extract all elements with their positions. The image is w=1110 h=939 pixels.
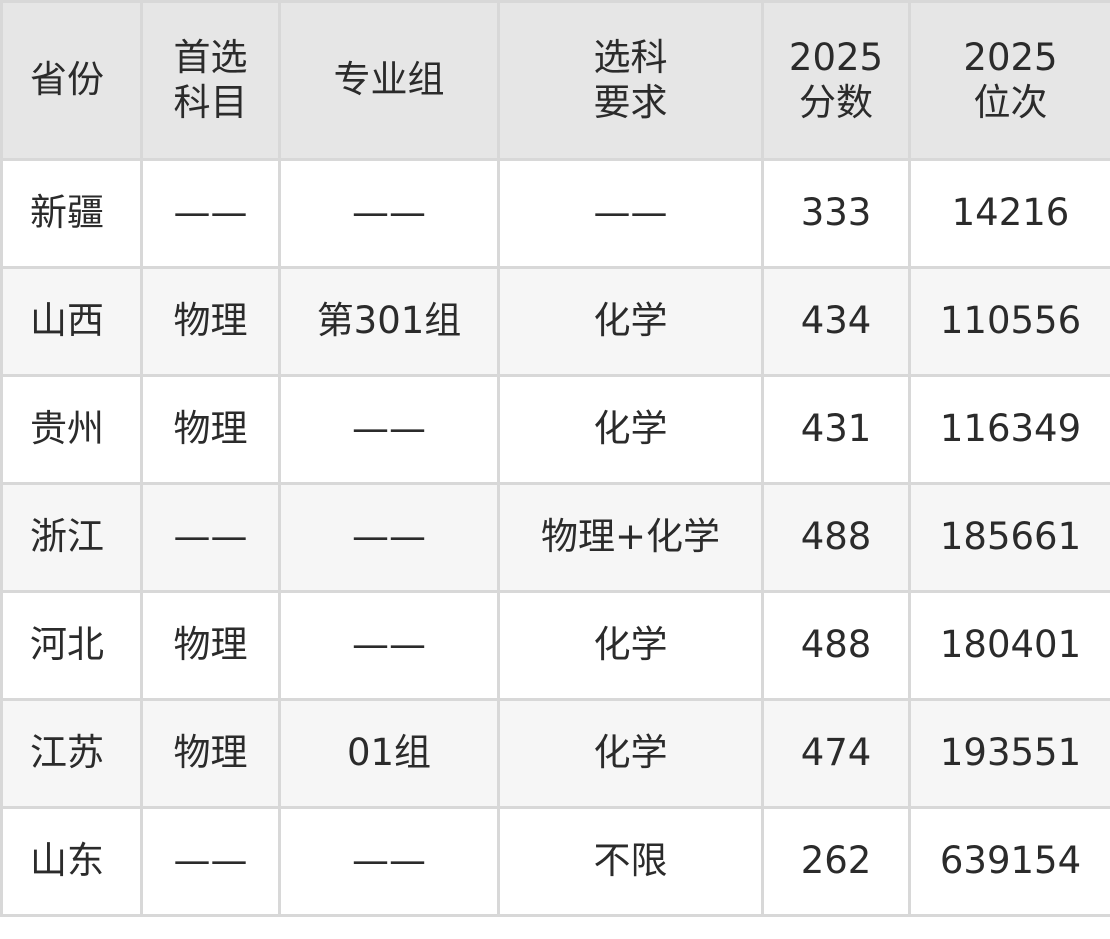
header-text: 首选 <box>173 36 248 80</box>
table-row: 新疆 —— —— —— 333 14216 <box>0 158 1110 269</box>
header-province: 省份 <box>0 0 143 161</box>
cell-province: 贵州 <box>0 374 143 485</box>
header-text: 专业组 <box>333 58 445 102</box>
cell-score-2025: 474 <box>761 698 911 809</box>
cell-major-group: 01组 <box>278 698 500 809</box>
header-rank-2025: 2025 位次 <box>908 0 1110 161</box>
table-row: 贵州 物理 —— 化学 431 116349 <box>0 374 1110 485</box>
cell-province: 河北 <box>0 590 143 701</box>
cell-province: 山西 <box>0 266 143 377</box>
cell-province: 山东 <box>0 806 143 917</box>
cell-first-subject: —— <box>140 806 281 917</box>
cell-rank-2025: 185661 <box>908 482 1110 593</box>
header-text: 2025 <box>788 36 884 80</box>
cell-score-2025: 488 <box>761 590 911 701</box>
cell-first-subject: 物理 <box>140 698 281 809</box>
cell-major-group: —— <box>278 158 500 269</box>
cell-score-2025: 434 <box>761 266 911 377</box>
table-row: 山西 物理 第301组 化学 434 110556 <box>0 266 1110 377</box>
cell-rank-2025: 193551 <box>908 698 1110 809</box>
header-text: 省份 <box>30 58 104 102</box>
header-text: 分数 <box>799 80 873 124</box>
header-text: 选科 <box>593 36 668 80</box>
header-row: 省份 首选 科目 专业组 选科 要求 2025 分数 2025 位次 <box>0 0 1110 161</box>
cell-major-group: —— <box>278 374 500 485</box>
cell-subject-requirement: 化学 <box>497 374 764 485</box>
cell-rank-2025: 639154 <box>908 806 1110 917</box>
table-row: 河北 物理 —— 化学 488 180401 <box>0 590 1110 701</box>
cell-score-2025: 333 <box>761 158 911 269</box>
cell-subject-requirement: 化学 <box>497 590 764 701</box>
table-row: 浙江 —— —— 物理+化学 488 185661 <box>0 482 1110 593</box>
header-first-subject: 首选 科目 <box>140 0 281 161</box>
cell-first-subject: —— <box>140 482 281 593</box>
header-text: 位次 <box>973 80 1048 124</box>
header-text: 2025 <box>963 36 1058 80</box>
cell-first-subject: 物理 <box>140 374 281 485</box>
cell-major-group: 第301组 <box>278 266 500 377</box>
cell-province: 江苏 <box>0 698 143 809</box>
cell-rank-2025: 14216 <box>908 158 1110 269</box>
cell-province: 新疆 <box>0 158 143 269</box>
header-subject-requirement: 选科 要求 <box>497 0 764 161</box>
cell-first-subject: 物理 <box>140 266 281 377</box>
header-score-2025: 2025 分数 <box>761 0 911 161</box>
header-text: 科目 <box>173 80 248 124</box>
cell-major-group: —— <box>278 482 500 593</box>
cell-subject-requirement: 物理+化学 <box>497 482 764 593</box>
cell-first-subject: 物理 <box>140 590 281 701</box>
header-major-group: 专业组 <box>278 0 500 161</box>
cell-major-group: —— <box>278 590 500 701</box>
cell-rank-2025: 116349 <box>908 374 1110 485</box>
cell-score-2025: 262 <box>761 806 911 917</box>
header-text: 要求 <box>593 80 668 124</box>
table-row: 江苏 物理 01组 化学 474 193551 <box>0 698 1110 809</box>
cell-subject-requirement: 化学 <box>497 266 764 377</box>
cell-major-group: —— <box>278 806 500 917</box>
cell-subject-requirement: 化学 <box>497 698 764 809</box>
cell-rank-2025: 110556 <box>908 266 1110 377</box>
cell-first-subject: —— <box>140 158 281 269</box>
cell-subject-requirement: 不限 <box>497 806 764 917</box>
admission-score-table: 省份 首选 科目 专业组 选科 要求 2025 分数 2025 位次 新疆 —— —— —— 333 142… <box>0 0 1110 917</box>
cell-province: 浙江 <box>0 482 143 593</box>
table-row: 山东 —— —— 不限 262 639154 <box>0 806 1110 917</box>
cell-score-2025: 488 <box>761 482 911 593</box>
cell-score-2025: 431 <box>761 374 911 485</box>
cell-rank-2025: 180401 <box>908 590 1110 701</box>
cell-subject-requirement: —— <box>497 158 764 269</box>
